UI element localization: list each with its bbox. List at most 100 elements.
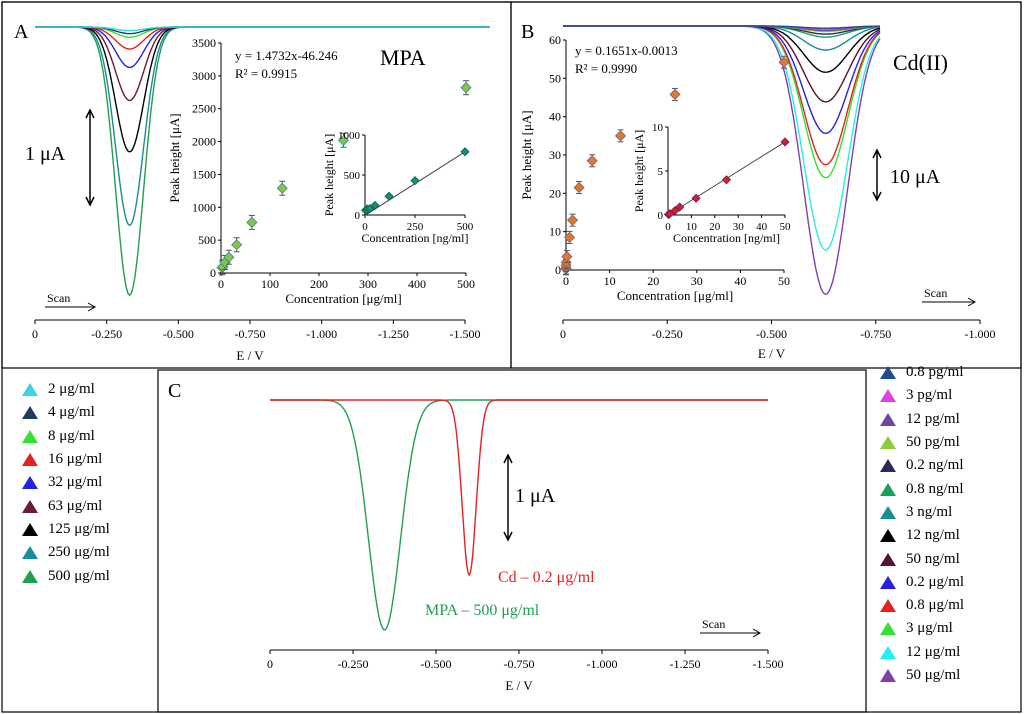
data-point — [691, 193, 701, 203]
data-point — [223, 251, 235, 263]
scatter-y-tick-label: 50 — [549, 71, 561, 85]
scale-bar-arrow-head-top — [872, 148, 882, 159]
legend-entry: 16 μg/ml — [22, 448, 110, 471]
scatter-x-tick-label: 500 — [457, 221, 474, 233]
scatter-y-tick-label: 60 — [549, 33, 561, 47]
scatter-x-tick-label: 100 — [261, 277, 279, 291]
x-tick-label: -1.000 — [587, 657, 618, 671]
x-tick-label: -0.500 — [756, 327, 787, 341]
legend-marker-icon — [880, 436, 896, 450]
legend-entry: 12 μg/ml — [880, 641, 964, 664]
scatter-x-tick-label: 30 — [691, 274, 703, 288]
legend-entry: 3 ng/ml — [880, 501, 964, 524]
scatter-x-tick-label: 0 — [362, 221, 368, 233]
data-point — [566, 214, 579, 226]
legend-label: 0.8 μg/ml — [906, 597, 965, 614]
x-tick-label: -0.250 — [338, 657, 369, 671]
scatter-y-tick-label: 0 — [355, 210, 361, 222]
scatter-y-axis-label: Peak height [μA] — [167, 113, 182, 202]
scatter-y-tick-label: 2500 — [192, 102, 216, 116]
legend-label: 0.8 pg/ml — [906, 364, 964, 381]
regression-r2: R² = 0.9915 — [235, 66, 297, 81]
legend-marker-icon — [880, 505, 896, 519]
legend-entry: 2 μg/ml — [22, 378, 110, 401]
scatter-x-tick-label: 10 — [604, 274, 616, 288]
legend-panel-a: 2 μg/ml 4 μg/ml 8 μg/ml 16 μg/ml 32 μg/ml 63 … — [22, 378, 110, 588]
legend-label: 0.2 ng/ml — [906, 457, 964, 474]
scatter-x-axis-label: Concentration [μg/ml] — [617, 288, 733, 303]
scale-bar-arrow-head-top — [85, 108, 95, 119]
legend-entry: 250 μg/ml — [22, 541, 110, 564]
scale-bar-arrow-head-top — [503, 453, 513, 464]
legend-marker-icon — [22, 383, 38, 397]
regression-r2: R² = 0.9990 — [575, 61, 637, 76]
scatter-y-tick-label: 30 — [549, 148, 561, 162]
scatter-y-tick-label: 10 — [549, 225, 561, 239]
data-point — [410, 176, 420, 186]
scatter-x-tick-label: 30 — [733, 221, 745, 233]
scatter-x-axis-label: Concentration [ng/ml] — [362, 231, 469, 245]
data-point — [384, 191, 394, 201]
scatter-y-tick-label: 10 — [652, 122, 664, 134]
scan-arrow-head — [752, 628, 762, 638]
legend-label: 12 ng/ml — [906, 527, 960, 544]
legend-entry: 50 ng/ml — [880, 547, 964, 570]
scatter-x-tick-label: 50 — [780, 221, 792, 233]
scan-arrow-head — [87, 302, 97, 312]
legend-label: 50 pg/ml — [906, 434, 960, 451]
voltammogram-curve-mpa — [270, 399, 768, 631]
scatter-x-tick-label: 40 — [756, 221, 768, 233]
legend-label: 16 μg/ml — [48, 451, 103, 468]
scatter-x-tick-label: 250 — [407, 221, 424, 233]
legend-label: 3 ng/ml — [906, 503, 953, 520]
x-axis-label: E / V — [505, 678, 533, 693]
legend-marker-icon — [22, 453, 38, 467]
legend-entry: 0.8 ng/ml — [880, 477, 964, 500]
scan-arrow-head — [967, 297, 977, 307]
data-point — [561, 251, 573, 263]
legend-marker-icon — [880, 552, 896, 566]
legend-label: 125 μg/ml — [48, 520, 110, 537]
legend-marker-icon — [22, 546, 38, 560]
x-tick-label: -1.000 — [306, 327, 337, 341]
scatter-y-tick-label: 5 — [658, 166, 664, 178]
legend-entry: 125 μg/ml — [22, 518, 110, 541]
scatter-y-tick-label: 500 — [344, 170, 361, 182]
legend-marker-icon — [22, 569, 38, 583]
scale-bar-label: 1 μA — [515, 485, 556, 507]
x-tick-label: -0.250 — [91, 327, 122, 341]
data-point — [721, 175, 732, 185]
legend-label: 8 μg/ml — [48, 427, 95, 444]
analyte-title: MPA — [380, 45, 426, 70]
x-tick-label: -0.750 — [504, 657, 535, 671]
legend-marker-icon — [880, 529, 896, 543]
legend-panel-b: 0.8 pg/ml 3 pg/ml 12 pg/ml 50 pg/ml 0.2 ng/m… — [880, 361, 964, 687]
x-tick-label: -1.500 — [450, 327, 481, 341]
analyte-title: Cd(II) — [893, 50, 948, 75]
x-axis-label: E / V — [236, 348, 264, 363]
panel-c: C 0 -0.250 -0.500 -0.750 -1.000 -1.250 -1.500 E … — [168, 380, 784, 693]
series-label-cd: Cd – 0.2 μg/ml — [498, 569, 595, 586]
legend-marker-icon — [22, 522, 38, 536]
legend-entry: 3 pg/ml — [880, 384, 964, 407]
data-point — [460, 82, 472, 94]
x-axis-label: E / V — [758, 346, 786, 361]
legend-label: 63 μg/ml — [48, 497, 103, 514]
scatter-x-tick-label: 200 — [310, 277, 328, 291]
legend-marker-icon — [22, 476, 38, 490]
data-point — [586, 155, 598, 167]
x-tick-label: -0.750 — [235, 327, 266, 341]
legend-marker-icon — [22, 429, 38, 443]
scatter-x-tick-label: 0 — [665, 221, 671, 233]
legend-entry: 4 μg/ml — [22, 401, 110, 424]
legend-label: 3 μg/ml — [906, 620, 953, 637]
legend-label: 250 μg/ml — [48, 544, 110, 561]
data-point — [778, 56, 790, 68]
data-point — [246, 216, 258, 228]
legend-marker-icon — [880, 366, 896, 380]
series-label-mpa: MPA – 500 μg/ml — [425, 602, 540, 619]
legend-label: 2 μg/ml — [48, 381, 95, 398]
data-point — [675, 202, 685, 212]
scale-bar-arrow-head-bottom — [872, 191, 882, 202]
scatter-y-tick-label: 500 — [198, 233, 216, 247]
